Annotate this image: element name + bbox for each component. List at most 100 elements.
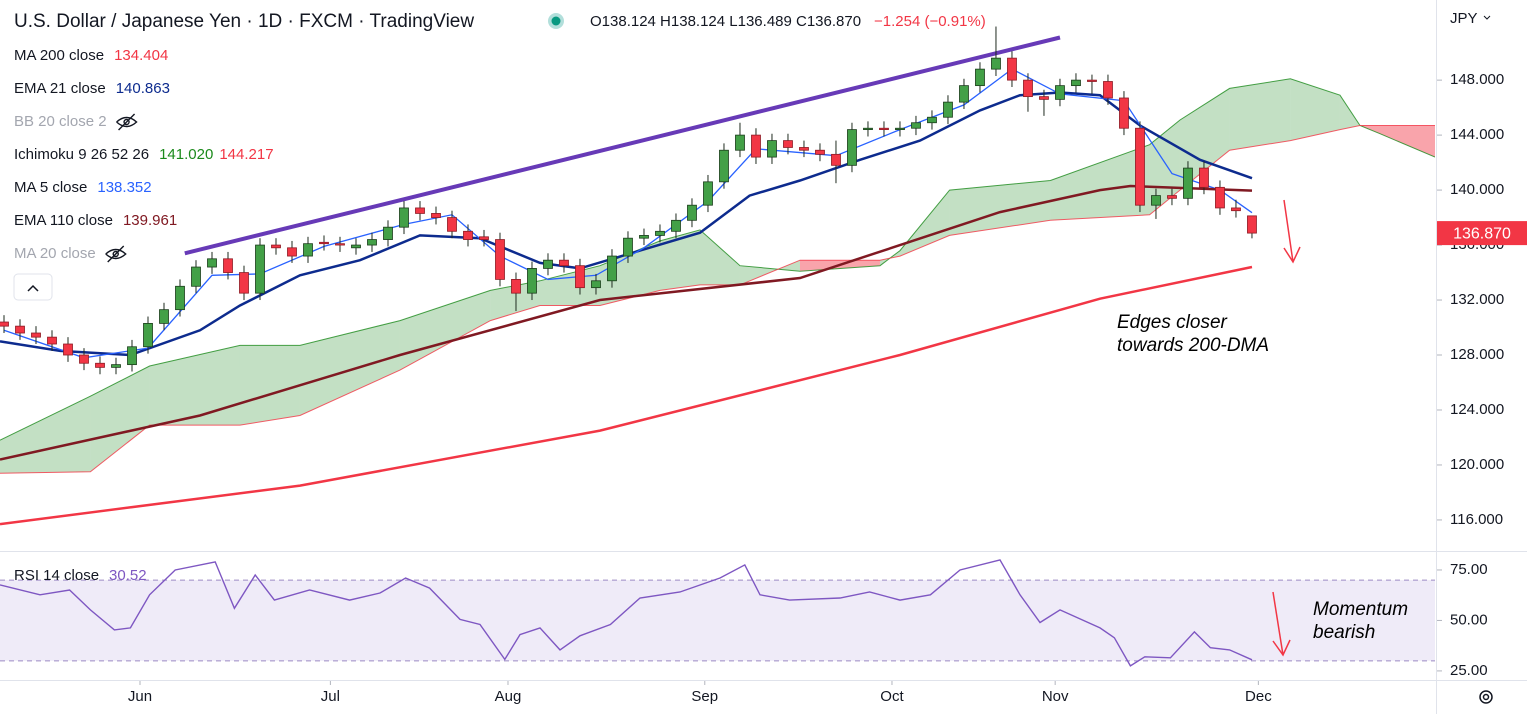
settings-icon[interactable]	[1479, 690, 1493, 704]
y-tick-label: 120.000	[1450, 456, 1504, 473]
cloud-segment	[899, 190, 950, 257]
candle-body	[895, 127, 905, 131]
candle-body	[335, 243, 345, 246]
cloud-segment	[599, 240, 660, 306]
y-tick-label: 140.000	[1450, 181, 1504, 198]
candle-body	[863, 127, 873, 131]
candle-body	[719, 149, 729, 183]
candle-body	[143, 322, 153, 348]
candle-body	[751, 134, 761, 158]
y-tick-label: 148.000	[1450, 71, 1504, 88]
candle-body	[1183, 167, 1193, 199]
x-tick-label: Oct	[880, 688, 904, 705]
candle-body	[351, 244, 361, 249]
y-tick-label: 25.00	[1450, 662, 1488, 679]
legend-value: 140.863	[116, 80, 170, 97]
candle-body	[879, 127, 889, 131]
candle-body	[559, 259, 569, 267]
y-tick-label: 132.000	[1450, 291, 1504, 308]
arrows	[1272, 199, 1301, 657]
change: −1.254 (−0.91%)	[874, 13, 986, 30]
candle-body	[63, 343, 73, 356]
cloud-segment	[399, 290, 491, 371]
y-tick-label: 75.00	[1450, 561, 1488, 578]
candle-body	[527, 268, 537, 294]
candle-body	[1119, 97, 1129, 129]
candle-body	[1215, 186, 1225, 209]
legend-name: MA 200 close	[14, 47, 104, 64]
candle-body	[0, 321, 9, 327]
hidden-eye-icon	[105, 245, 127, 263]
candle-body	[671, 219, 681, 232]
trendline	[184, 35, 1061, 256]
candle-body	[943, 101, 953, 118]
eye-pupil	[123, 118, 130, 126]
candle-body	[783, 140, 793, 148]
price-tag	[1437, 221, 1527, 246]
legend-name: EMA 110 close	[14, 212, 113, 229]
y-tick-label: 116.000	[1450, 511, 1503, 528]
price-pane	[0, 26, 1435, 526]
legend-value: 139.961	[123, 212, 177, 229]
annotation: towards 200-DMA	[1117, 335, 1269, 356]
candle-body	[15, 325, 25, 334]
candle-body	[367, 239, 377, 246]
cloud-segment	[539, 265, 600, 306]
candle-body	[1135, 127, 1145, 206]
indicator-line	[0, 265, 1253, 526]
currency[interactable]: JPY	[1450, 10, 1478, 27]
x-tick-label: Jul	[321, 688, 340, 705]
price-tag-label: 136.870	[1453, 225, 1511, 242]
candle-body	[79, 354, 89, 364]
cloud-segment	[699, 229, 740, 285]
candle-body	[383, 226, 393, 240]
candle-body	[1007, 57, 1017, 81]
legend-name: RSI 14 close	[14, 567, 99, 584]
candle-body	[511, 279, 521, 294]
candle-body	[415, 207, 425, 214]
candle-body	[1071, 79, 1081, 87]
legend-value: 134.404	[114, 47, 168, 64]
candle-body	[959, 85, 969, 103]
candle-body	[271, 244, 281, 249]
candle-body	[607, 255, 617, 282]
currency-caret[interactable]	[1483, 15, 1491, 20]
annotation: Momentum	[1313, 599, 1408, 620]
candle-body	[319, 241, 329, 245]
candle-body	[975, 68, 985, 87]
candle-body	[623, 237, 633, 257]
legend-name: MA 20 close	[14, 245, 96, 262]
candle-body	[991, 57, 1001, 70]
candle-body	[239, 272, 249, 294]
cloud-segment	[659, 229, 700, 291]
candle-body	[1151, 195, 1161, 206]
candle-body	[1039, 96, 1049, 100]
x-tick-label: Sep	[691, 688, 718, 705]
candle-body	[847, 129, 857, 166]
candle-body	[927, 116, 937, 124]
candle-body	[447, 217, 457, 232]
candle-body	[703, 181, 713, 206]
candle-body	[431, 213, 441, 218]
span-a-line	[0, 78, 1435, 441]
cloud-segment	[299, 320, 400, 416]
candle-body	[735, 134, 745, 151]
legend-value: 30.52	[109, 567, 147, 584]
candle-body	[223, 258, 233, 273]
candle-body	[1199, 167, 1209, 188]
candle-body	[815, 149, 825, 155]
candle-body	[1247, 215, 1257, 234]
candle-body	[1167, 195, 1177, 199]
legend-value: 141.020	[159, 146, 213, 163]
candle-body	[1087, 79, 1097, 82]
cloud-segment	[1379, 125, 1435, 158]
candle-body	[159, 309, 169, 324]
ohlc: O138.124 H138.124 L136.489 C136.870	[590, 13, 861, 30]
candle-body	[287, 247, 297, 257]
candle-body	[303, 243, 313, 257]
candle-body	[831, 153, 841, 166]
x-tick-label: Jun	[128, 688, 152, 705]
candle-body	[591, 280, 601, 289]
legend-name: MA 5 close	[14, 179, 87, 196]
annotation: bearish	[1313, 622, 1375, 643]
